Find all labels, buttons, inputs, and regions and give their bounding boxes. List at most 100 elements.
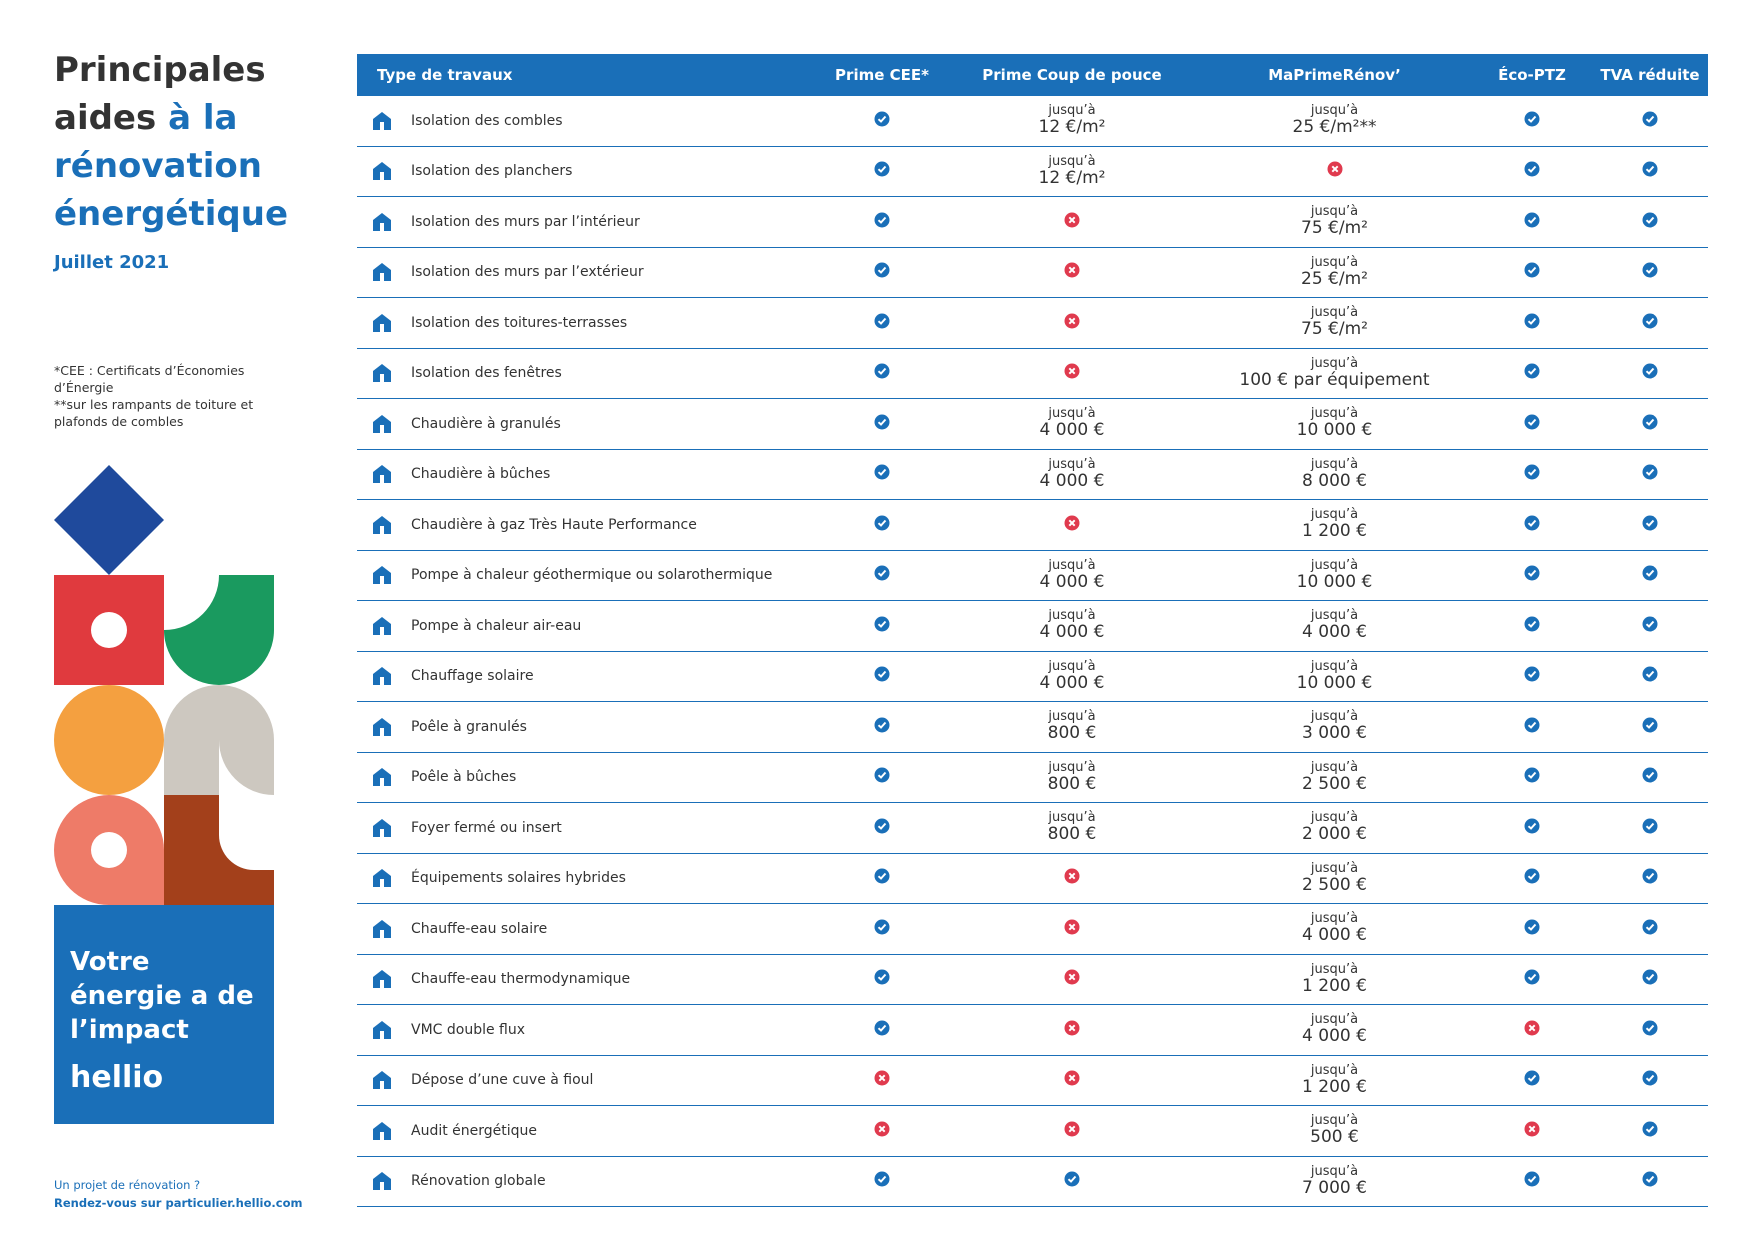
column-header: TVA réduite [1592,54,1708,96]
work-type-cell: Isolation des murs par l’intérieur [357,196,817,248]
amount-prefix: jusqu’à [1310,456,1359,472]
check-icon [1642,767,1658,783]
aid-cell [817,247,947,298]
check-icon [874,767,890,783]
work-type-cell: Chauffe-eau solaire [357,903,817,955]
column-header: MaPrimeRénov’ [1197,54,1472,96]
table-body: Isolation des combles jusqu’à 12 €/m² jusqu… [357,96,1708,1207]
amount-prefix: jusqu’à [1310,608,1359,624]
check-icon [1524,1171,1540,1187]
row-icon [373,1121,391,1140]
amount-prefix: jusqu’à [1048,759,1096,775]
check-icon [874,313,890,329]
check-icon [1524,666,1540,682]
amount: 10 000 € [1296,571,1373,592]
aid-cell [947,1156,1197,1207]
cross-icon [1064,212,1080,228]
aid-cell [817,802,947,854]
check-icon [874,666,890,682]
aid-cell [1472,752,1592,803]
check-icon [874,616,890,632]
brand: hellio [70,1060,164,1095]
check-icon [1642,565,1658,581]
check-icon [1642,666,1658,682]
aid-cell [817,499,947,551]
amount: 10 000 € [1296,420,1373,441]
aid-cell [817,701,947,753]
work-type: Chauffe-eau thermodynamique [411,971,631,988]
row-icon [373,111,391,130]
work-type-cell: Rénovation globale [357,1156,817,1207]
check-icon [1642,414,1658,430]
table-row: Chauffage solaire jusqu’à 4 000 € jusqu’à 10… [357,651,1708,702]
amount: 2 500 € [1302,773,1367,794]
amount: 500 € [1310,1127,1359,1148]
row-icon [373,1020,391,1039]
aid-cell [1592,1004,1708,1056]
check-icon [874,111,890,127]
work-type-cell: Pompe à chaleur géothermique ou solaroth… [357,550,817,601]
work-type-cell: Équipements solaires hybrides [357,853,817,904]
aid-cell: jusqu’à 800 € [947,752,1197,803]
amount-prefix: jusqu’à [1310,254,1359,270]
table-row: Chaudière à bûches jusqu’à 4 000 € jusqu’à 8… [357,449,1708,500]
aid-cell [1472,499,1592,551]
aid-cell: jusqu’à 10 000 € [1197,550,1472,601]
aid-cell [817,954,947,1005]
check-icon [874,919,890,935]
aid-cell [1472,449,1592,500]
aid-cell [947,1004,1197,1056]
check-icon [1642,313,1658,329]
check-icon [874,868,890,884]
check-icon [874,262,890,278]
amount-prefix: jusqu’à [1310,557,1359,573]
check-icon [1642,717,1658,733]
check-icon [1642,464,1658,480]
aid-cell [817,1004,947,1056]
row-icon [373,162,391,181]
aid-cell [947,1105,1197,1157]
work-type-cell: Pompe à chaleur air-eau [357,600,817,652]
work-type-cell: Foyer fermé ou insert [357,802,817,854]
table-row: Isolation des toitures-terrasses jusqu’à 7… [357,297,1708,349]
work-type: Chaudière à bûches [411,466,551,483]
aid-cell [1592,348,1708,399]
check-icon [1524,717,1540,733]
amount: 25 €/m² [1301,268,1368,289]
check-icon [1642,111,1658,127]
amount-prefix: jusqu’à [1310,759,1359,775]
title-blue: à la rénovation énergétique [54,98,288,234]
aid-cell: jusqu’à 12 €/m² [947,146,1197,197]
row-icon [373,919,391,938]
amount-prefix: jusqu’à [1310,1163,1359,1179]
aid-cell: jusqu’à 4 000 € [1197,903,1472,955]
amount-prefix: jusqu’à [1048,608,1096,624]
work-type: Foyer fermé ou insert [411,819,562,836]
row-icon [373,1172,391,1191]
work-type: Pompe à chaleur air-eau [411,617,582,634]
cross-icon [1064,515,1080,531]
aid-cell: jusqu’à 1 200 € [1197,1055,1472,1106]
check-icon [1524,161,1540,177]
check-icon [1524,919,1540,935]
amount: 3 000 € [1302,723,1367,744]
amount: 2 000 € [1302,824,1367,845]
work-type: Chaudière à gaz Très Haute Performance [411,516,697,533]
row-icon [373,414,391,433]
amount: 75 €/m² [1301,218,1368,239]
check-icon [1524,868,1540,884]
cross-icon [1064,313,1080,329]
aid-cell [817,398,947,450]
table-row: Chauffe-eau solaire jusqu’à 4 000 € [357,903,1708,955]
amount-prefix: jusqu’à [1310,911,1359,927]
aid-cell [947,348,1197,399]
work-type-cell: Isolation des murs par l’extérieur [357,247,817,298]
cross-icon [1064,262,1080,278]
row-icon [373,818,391,837]
work-type-cell: Chauffage solaire [357,651,817,702]
aid-cell [1592,802,1708,854]
aid-cell [1592,449,1708,500]
check-icon [1642,1020,1658,1036]
aid-cell [1592,398,1708,450]
amount-prefix: jusqu’à [1048,810,1096,826]
